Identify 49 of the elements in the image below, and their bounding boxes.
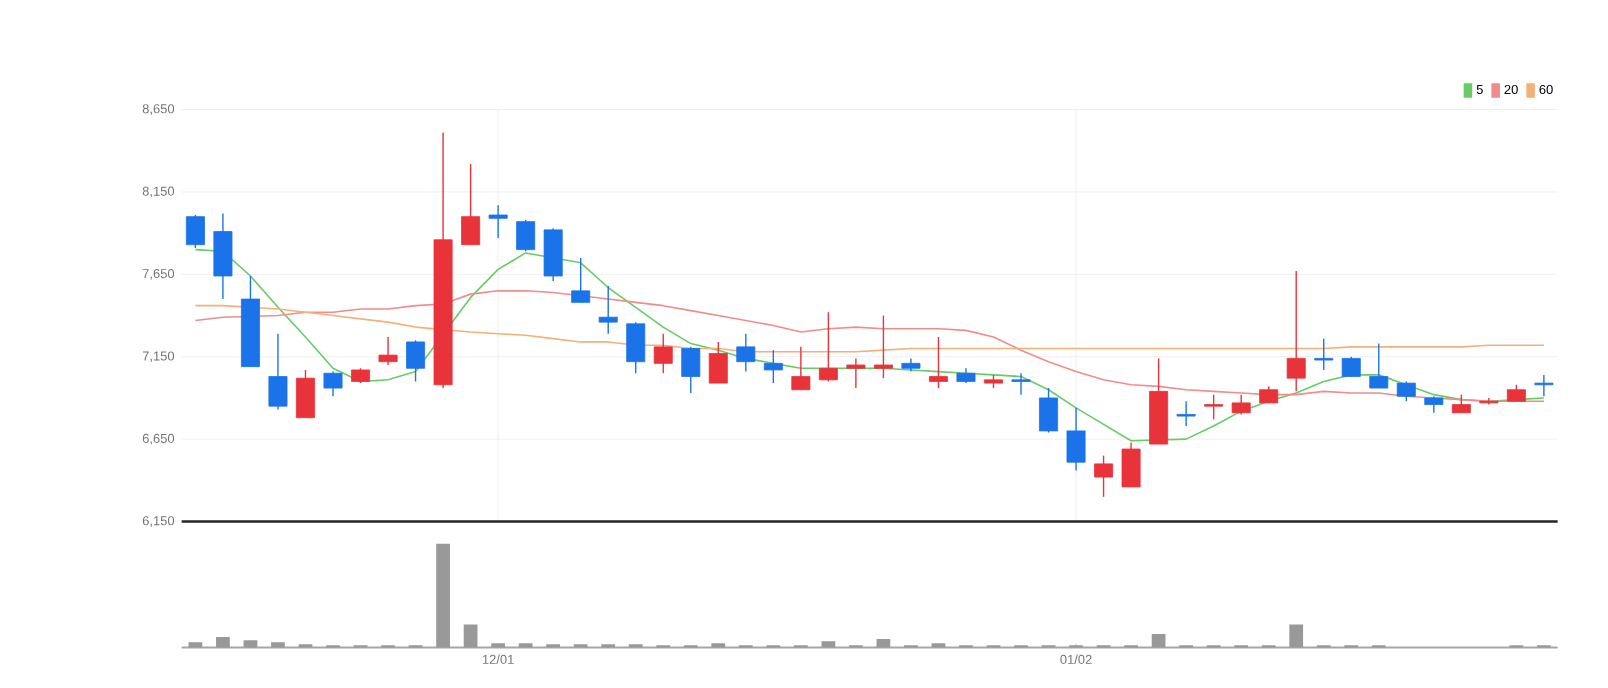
candlestick <box>791 346 811 391</box>
candlestick <box>763 349 783 384</box>
candlestick <box>296 369 315 419</box>
bar <box>876 639 891 648</box>
candlestick <box>378 336 398 366</box>
candlestick <box>1121 441 1141 488</box>
candlestick <box>1341 356 1361 378</box>
bar <box>1289 624 1304 648</box>
candlestick <box>1396 380 1416 402</box>
candlestick <box>323 370 343 397</box>
candlestick <box>1066 407 1086 472</box>
candlestick <box>461 163 481 246</box>
bar <box>271 642 285 648</box>
bar <box>188 642 203 648</box>
candlestick <box>1176 400 1196 427</box>
candlestick <box>185 214 205 249</box>
candlestick <box>268 332 288 411</box>
candlestick <box>1369 342 1389 389</box>
candlestick <box>1534 374 1554 397</box>
candlestick <box>626 321 646 374</box>
candlestick <box>873 314 893 379</box>
candlestick <box>708 341 728 384</box>
bar <box>436 543 450 648</box>
bar <box>243 640 258 648</box>
candlestick <box>818 311 838 383</box>
candlestick <box>928 336 948 389</box>
candlestick <box>846 357 866 389</box>
candlestick <box>1314 337 1334 371</box>
bar <box>216 637 230 648</box>
candlestick <box>1039 387 1059 434</box>
candlestick <box>571 257 591 304</box>
bar <box>1151 633 1166 648</box>
candlestick <box>598 285 618 335</box>
candlestick <box>1286 270 1306 393</box>
candlestick <box>1204 393 1224 421</box>
candlestick <box>488 204 508 239</box>
candlestick <box>1451 393 1471 414</box>
candlestick <box>1094 454 1114 498</box>
candlestick <box>406 339 426 383</box>
candlestick <box>653 332 673 374</box>
candlestick <box>1231 393 1251 416</box>
candlestick <box>213 212 233 300</box>
candlestick <box>516 219 536 252</box>
candlestick <box>736 332 756 373</box>
candlestick <box>1011 372 1031 396</box>
bar <box>821 641 836 648</box>
bar <box>463 624 478 648</box>
candlestick <box>543 227 563 282</box>
candlestick <box>681 346 701 394</box>
